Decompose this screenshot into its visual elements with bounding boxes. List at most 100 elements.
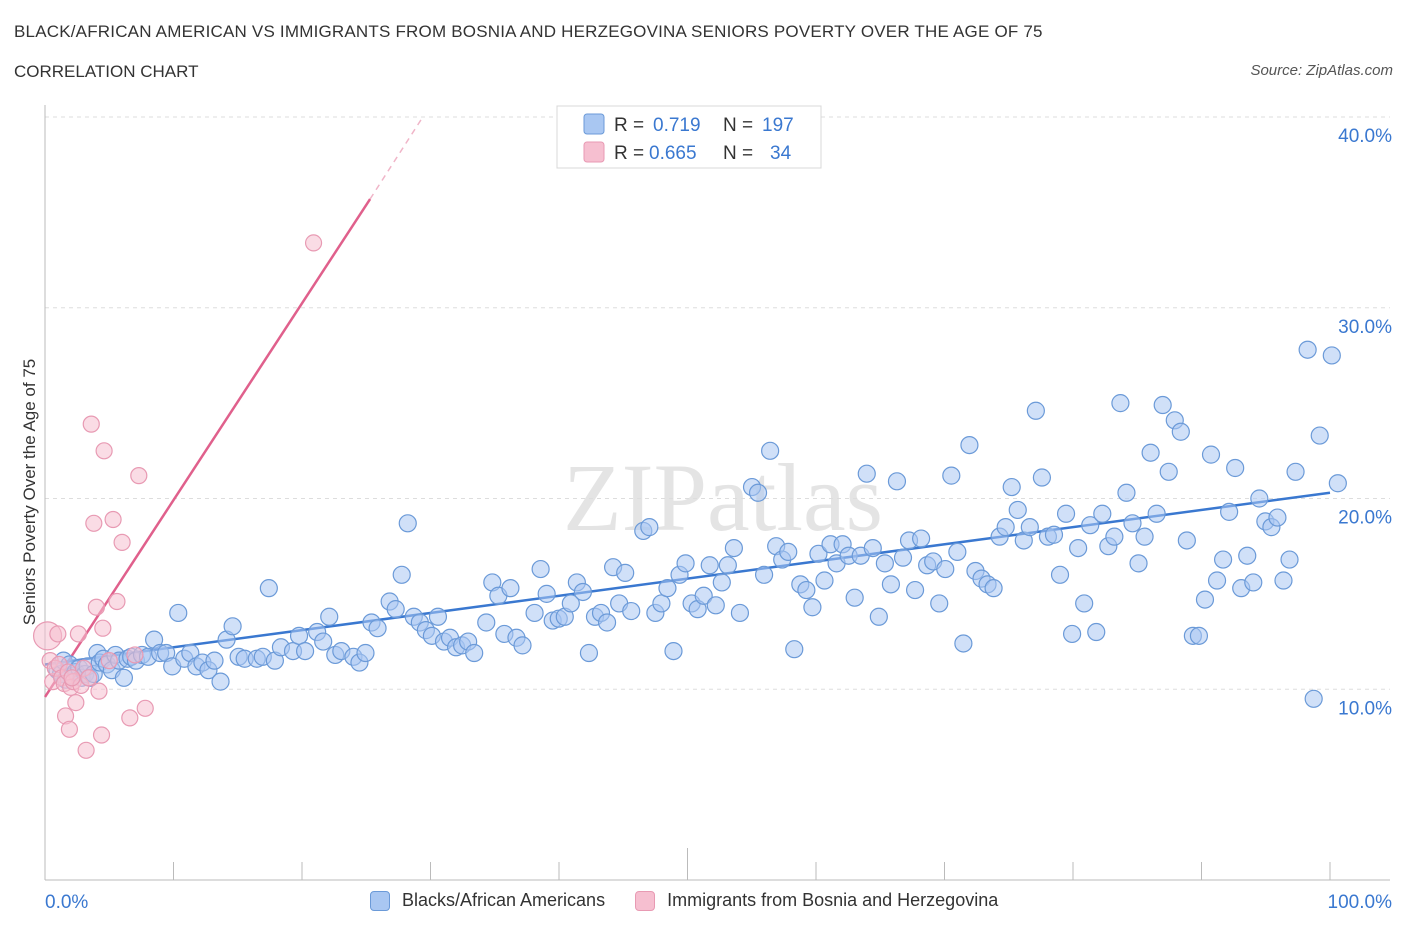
point-blacks (368, 619, 387, 638)
point-blacks (930, 594, 949, 613)
chart-title: BLACK/AFRICAN AMERICAN VS IMMIGRANTS FRO… (14, 22, 1043, 41)
point-blacks (936, 559, 955, 579)
point-blacks (1075, 594, 1094, 613)
point-bosnia (94, 619, 112, 637)
legend-label-bosnia: Immigrants from Bosnia and Herzegovina (667, 890, 999, 910)
point-bosnia (77, 741, 95, 759)
point-blacks (169, 603, 188, 623)
point-bosnia (63, 669, 81, 687)
point-blacks (984, 579, 1003, 598)
point-blacks (1063, 624, 1082, 644)
point-blacks (942, 466, 961, 485)
point-blacks (1135, 527, 1154, 546)
point-bosnia (90, 682, 108, 700)
point-bosnia (95, 442, 113, 460)
point-blacks (428, 607, 448, 626)
point-bosnia (113, 533, 131, 551)
point-blacks (1207, 571, 1227, 590)
legend-n-label-1: N = (723, 115, 753, 136)
point-blacks (1129, 554, 1148, 573)
point-blacks (724, 538, 743, 558)
point-blacks (1111, 394, 1130, 413)
point-blacks (797, 580, 816, 600)
point-blacks (573, 582, 593, 602)
legend-item-blacks: Blacks/African Americans (370, 890, 605, 911)
point-blacks (289, 626, 309, 645)
point-blacks (875, 554, 894, 573)
source-label: Source: ZipAtlas.com (1250, 62, 1393, 79)
point-bosnia (80, 669, 98, 687)
point-bosnia (85, 514, 103, 532)
point-blacks (1087, 622, 1106, 642)
point-blacks (1123, 514, 1142, 533)
point-bosnia (108, 592, 126, 611)
y-tick-label: 40.0% (1338, 126, 1392, 147)
point-blacks (652, 594, 671, 613)
point-blacks (1220, 502, 1239, 521)
point-blacks (1304, 689, 1323, 708)
point-blacks (386, 600, 405, 619)
legend-label-blacks: Blacks/African Americans (402, 890, 606, 910)
point-blacks (1268, 508, 1287, 527)
legend-r-value-2: 0.665 (649, 143, 697, 164)
point-blacks (1105, 527, 1124, 546)
point-blacks (537, 584, 556, 603)
point-blacks (1244, 573, 1263, 592)
point-blacks (779, 542, 798, 562)
point-blacks (640, 518, 659, 537)
point-blacks (501, 579, 520, 598)
point-blacks (1189, 626, 1209, 645)
point-blacks (356, 643, 375, 663)
point-blacks (561, 594, 580, 613)
point-blacks (845, 588, 864, 607)
point-blacks (785, 640, 804, 659)
point-blacks (905, 580, 925, 600)
point-blacks (803, 598, 822, 617)
point-blacks (1298, 340, 1317, 359)
point-blacks (1056, 504, 1076, 523)
point-blacks (314, 632, 333, 651)
point-blacks (1226, 458, 1245, 478)
point-blacks (809, 544, 828, 563)
point-blacks (863, 538, 882, 558)
bottom-legend: Blacks/African Americans Immigrants from… (370, 890, 1028, 911)
point-blacks (1117, 483, 1136, 502)
point-blacks (398, 514, 417, 533)
point-blacks (223, 617, 242, 636)
point-blacks (114, 668, 133, 687)
point-bosnia (49, 625, 67, 643)
point-blacks (1050, 565, 1070, 584)
legend-r-label-2: R = (614, 143, 644, 164)
point-bosnia (69, 625, 88, 643)
point-blacks (259, 579, 278, 598)
legend-swatch-bosnia (635, 890, 656, 911)
legend-swatch-pink (583, 141, 605, 163)
point-blacks (1008, 500, 1027, 520)
point-blacks (869, 607, 888, 626)
point-blacks (718, 556, 737, 575)
point-blacks (1280, 550, 1299, 569)
series-blacks-points (48, 340, 1347, 708)
point-blacks (1069, 538, 1088, 558)
point-blacks (295, 641, 315, 661)
point-blacks (1153, 395, 1172, 415)
point-blacks (1171, 422, 1190, 441)
point-blacks (465, 643, 484, 663)
legend-n-label-2: N = (723, 143, 753, 164)
point-bosnia (130, 467, 148, 485)
watermark: ZIPatlas (563, 444, 883, 551)
point-blacks (579, 643, 599, 663)
point-blacks (1093, 504, 1112, 523)
point-blacks (754, 565, 774, 584)
tick-labels: 10.0% 20.0% 30.0% 40.0% 0.0% 100.0% (45, 126, 1392, 913)
point-blacks (1238, 546, 1257, 565)
point-blacks (887, 472, 907, 491)
point-blacks (1020, 518, 1039, 537)
point-blacks (700, 556, 719, 575)
point-blacks (1201, 445, 1221, 464)
legend-r-label-1: R = (614, 115, 644, 136)
point-bosnia (92, 726, 111, 744)
point-blacks (706, 596, 725, 615)
trend-line-bosnia (43, 198, 372, 698)
